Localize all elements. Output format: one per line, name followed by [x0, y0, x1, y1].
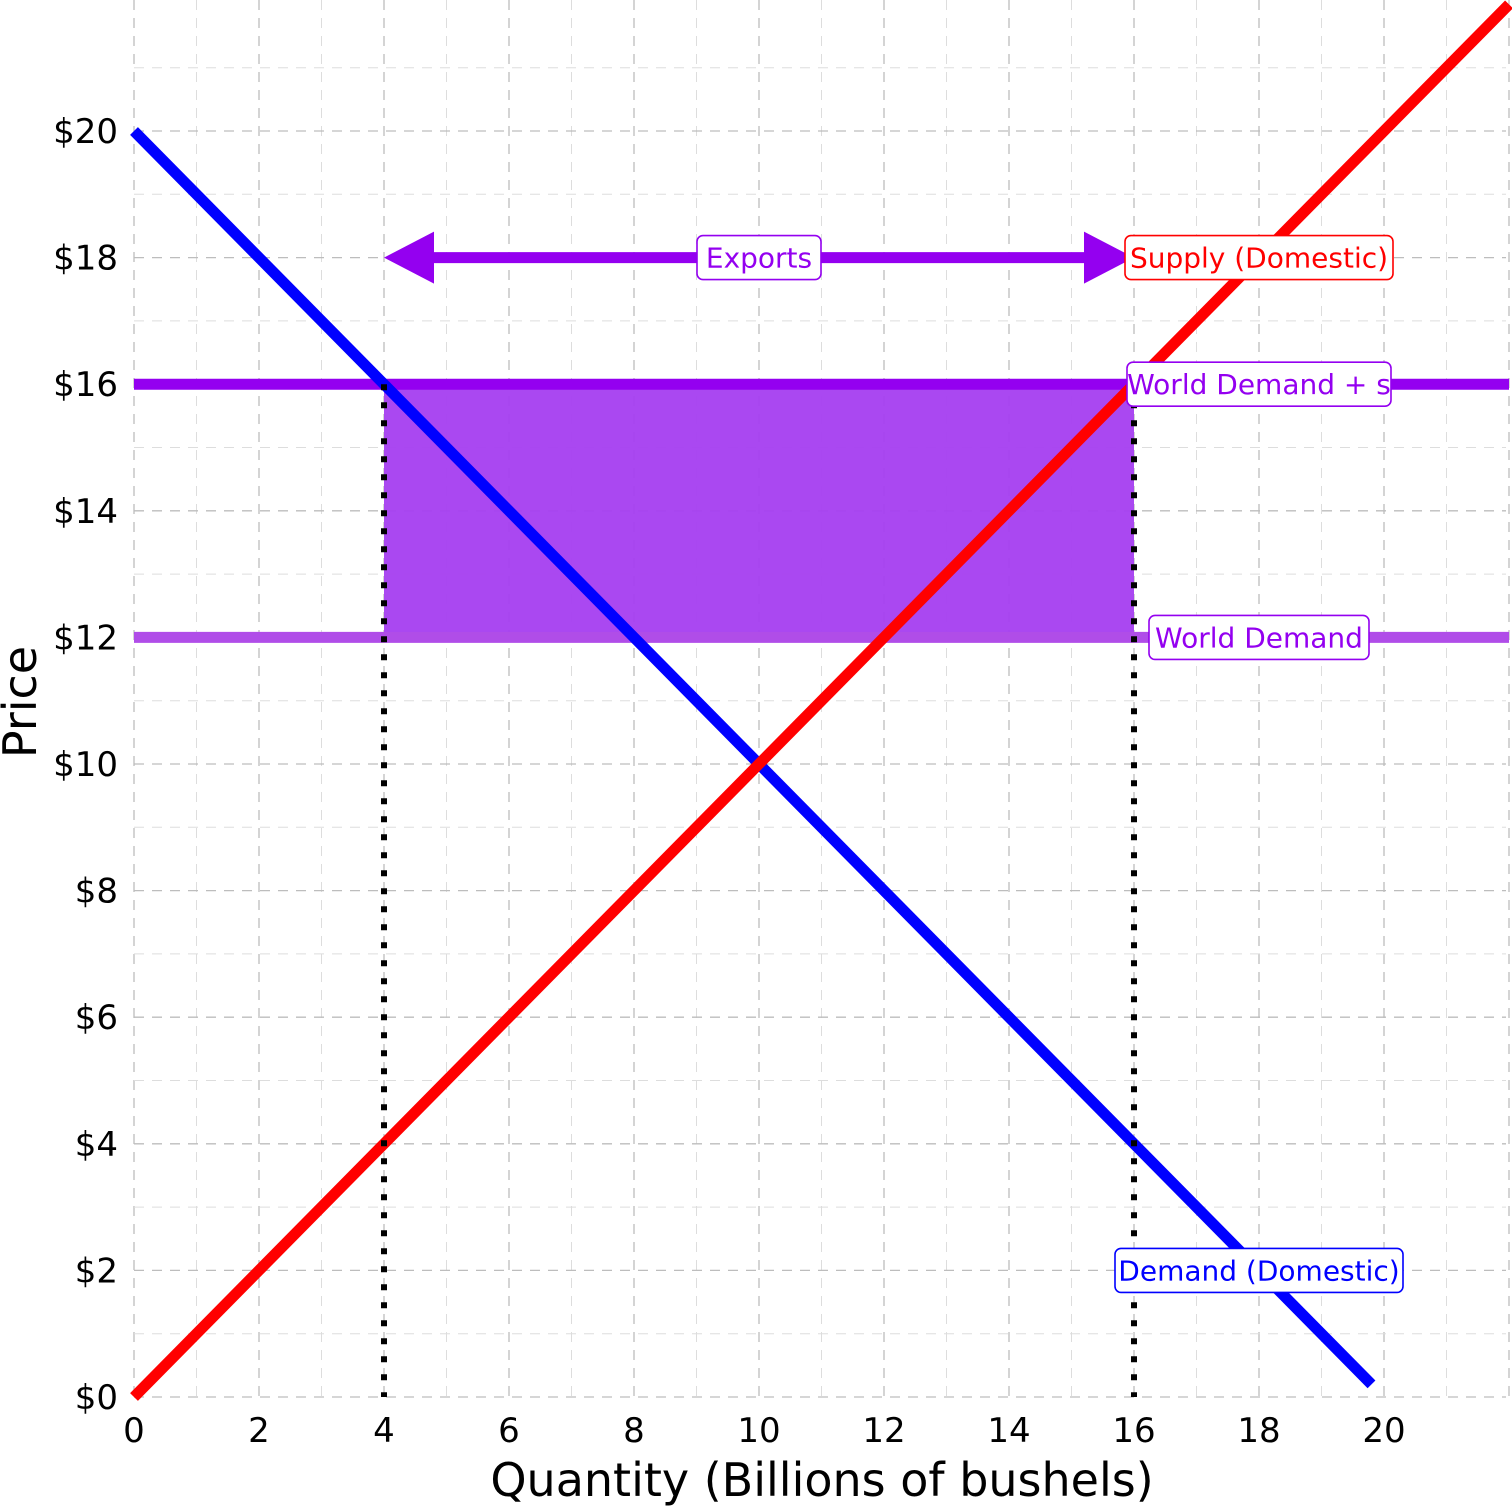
x-tick-label: 12: [862, 1411, 905, 1451]
y-tick-label: $18: [53, 239, 118, 279]
label-exports: Exports: [696, 234, 822, 281]
label-box-world-demand: [1148, 614, 1370, 661]
reference-lines-layer: [381, 384, 1137, 1397]
y-tick-label: $0: [75, 1378, 118, 1418]
x-tick-label: 2: [248, 1411, 270, 1451]
exports-arrow-head-right: [1084, 231, 1134, 284]
label-box-demand-domestic: [1114, 1247, 1404, 1294]
x-tick-label: 10: [737, 1411, 780, 1451]
x-tick-label: 8: [623, 1411, 645, 1451]
y-tick-label: $2: [75, 1251, 118, 1291]
x-tick-label: 6: [498, 1411, 520, 1451]
x-tick-label: 18: [1237, 1411, 1280, 1451]
y-tick-label: $6: [75, 998, 118, 1038]
x-axis-title: Quantity (Billions of bushels): [490, 1453, 1153, 1507]
label-world-demand: World Demand: [1148, 614, 1370, 661]
y-tick-label: $20: [53, 112, 118, 152]
y-tick-label: $4: [75, 1125, 118, 1165]
label-box-world-demand-s: [1126, 361, 1392, 408]
label-box-exports: [696, 234, 822, 281]
label-text-world-demand-s: World Demand + s: [1127, 368, 1391, 401]
y-tick-label: $10: [53, 745, 118, 785]
x-tick-label: 20: [1362, 1411, 1405, 1451]
x-tick-label: 0: [123, 1411, 145, 1451]
tick-labels-layer: 0 2 4 6 8 10 12 14 16 18 20 $0 $2 $4 $6 $8 $10 $12 $14 $16 $…: [53, 112, 1406, 1451]
label-supply-domestic: Supply (Domestic): [1124, 234, 1394, 281]
label-box-supply-domestic: [1124, 234, 1394, 281]
exports-arrow-head-left: [384, 231, 434, 284]
label-demand-domestic: Demand (Domestic): [1114, 1247, 1404, 1294]
y-tick-label: $16: [53, 365, 118, 405]
x-tick-label: 4: [373, 1411, 395, 1451]
y-tick-label: $14: [53, 492, 118, 532]
y-tick-label: $12: [53, 618, 118, 658]
y-axis-title: Price: [0, 646, 47, 758]
annotation-labels-layer: Supply (Domestic) World Demand + s World D…: [696, 234, 1404, 1294]
label-text-supply-domestic: Supply (Domestic): [1130, 242, 1388, 275]
label-text-world-demand: World Demand: [1155, 621, 1363, 654]
x-tick-label: 16: [1112, 1411, 1155, 1451]
x-tick-label: 14: [987, 1411, 1030, 1451]
shaded-region-layer: [384, 384, 1134, 638]
label-text-exports: Exports: [706, 242, 812, 275]
shaded-area: [384, 384, 1134, 638]
label-world-demand-s: World Demand + s: [1126, 361, 1392, 408]
label-text-demand-domestic: Demand (Domestic): [1118, 1254, 1399, 1287]
demand-domestic-line: [130, 127, 1376, 1389]
y-tick-label: $8: [75, 872, 118, 912]
